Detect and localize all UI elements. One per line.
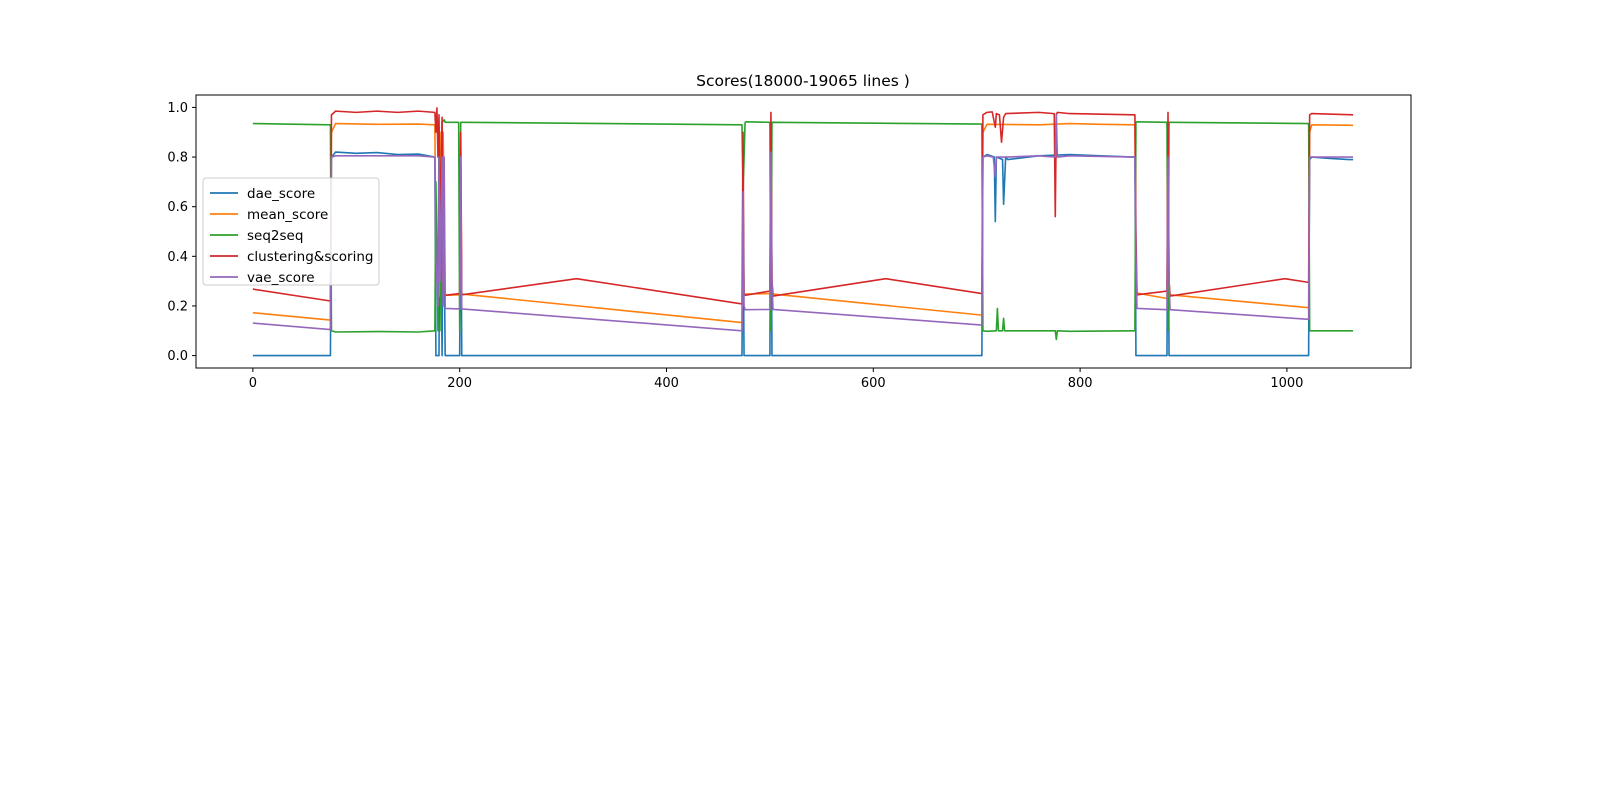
legend: dae_score mean_score seq2seq clustering&sco… bbox=[203, 178, 379, 286]
y-tick-label: 0.6 bbox=[167, 200, 188, 215]
x-tick-label: 0 bbox=[249, 376, 257, 391]
y-tick-label: 0.2 bbox=[167, 299, 188, 314]
legend-label-mean-score: mean_score bbox=[247, 207, 328, 223]
x-tick-label: 1000 bbox=[1270, 376, 1303, 391]
x-tick-label: 600 bbox=[861, 376, 886, 391]
y-tick-label: 0.8 bbox=[167, 151, 188, 166]
x-tick-label: 400 bbox=[654, 376, 679, 391]
x-tick-label: 200 bbox=[447, 376, 472, 391]
y-tick-label: 1.0 bbox=[167, 101, 188, 116]
legend-label-seq2seq: seq2seq bbox=[247, 228, 303, 244]
legend-label-vae-score: vae_score bbox=[247, 270, 315, 286]
legend-label-dae-score: dae_score bbox=[247, 186, 315, 202]
y-tick-label: 0.0 bbox=[167, 349, 188, 364]
legend-label-clustering-scoring: clustering&scoring bbox=[247, 249, 373, 265]
y-tick-label: 0.4 bbox=[167, 250, 188, 265]
chart-title: Scores(18000-19065 lines ) bbox=[696, 72, 910, 90]
x-tick-label: 800 bbox=[1068, 376, 1093, 391]
